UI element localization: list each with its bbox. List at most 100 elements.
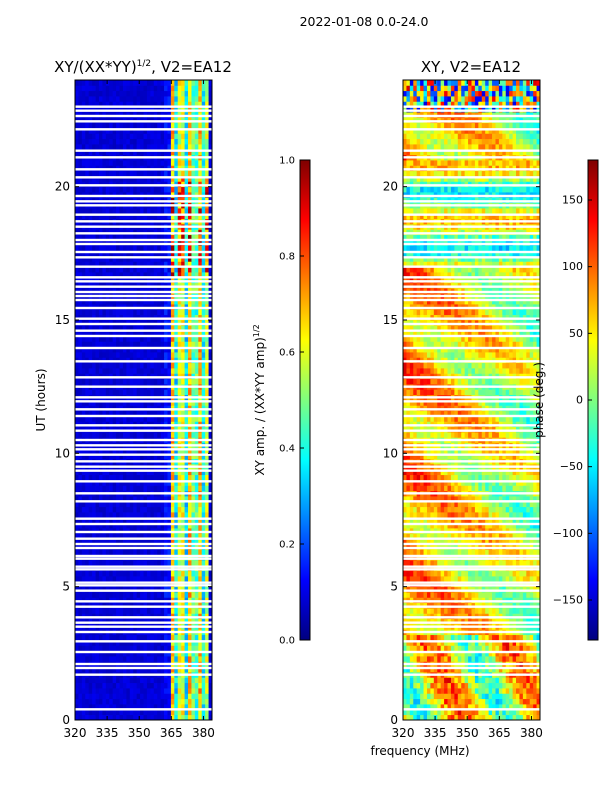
heatmap-cell bbox=[92, 506, 96, 513]
heatmap-cell bbox=[181, 453, 185, 460]
heatmap-cell bbox=[92, 250, 96, 257]
heatmap-cell bbox=[109, 144, 114, 150]
heatmap-cell bbox=[136, 432, 141, 438]
heatmap-cell bbox=[119, 608, 124, 614]
heatmap-cell bbox=[112, 506, 117, 513]
heatmap-cell bbox=[194, 85, 199, 92]
heatmap-cell bbox=[85, 506, 90, 513]
heatmap-cell bbox=[126, 650, 131, 657]
flagged-row bbox=[75, 605, 212, 608]
heatmap-cell bbox=[181, 133, 185, 140]
heatmap-cell bbox=[140, 634, 144, 641]
heatmap-cell bbox=[92, 298, 96, 305]
heatmap-cell bbox=[119, 677, 124, 684]
heatmap-cell bbox=[170, 325, 175, 332]
heatmap-cell bbox=[205, 645, 209, 652]
heatmap-cell bbox=[136, 138, 141, 145]
heatmap-cell bbox=[205, 570, 209, 577]
heatmap-cell bbox=[116, 245, 120, 252]
heatmap-cell bbox=[129, 170, 134, 177]
heatmap-cell bbox=[191, 389, 196, 396]
heatmap-cell bbox=[201, 656, 206, 662]
heatmap-cell bbox=[98, 677, 103, 684]
heatmap-cell bbox=[136, 213, 141, 220]
heatmap-cell bbox=[88, 677, 93, 684]
heatmap-cell bbox=[194, 469, 199, 476]
heatmap-cell bbox=[194, 346, 199, 353]
heatmap-cell bbox=[88, 325, 93, 332]
heatmap-cell bbox=[208, 432, 212, 438]
heatmap-cell bbox=[75, 656, 79, 662]
heatmap-cell bbox=[105, 496, 110, 502]
heatmap-cell bbox=[194, 709, 199, 716]
heatmap-cell bbox=[191, 496, 196, 502]
heatmap-cell bbox=[146, 245, 151, 252]
heatmap-cell bbox=[188, 160, 192, 166]
heatmap-cell bbox=[78, 506, 83, 513]
heatmap-cell bbox=[160, 261, 165, 268]
heatmap-cell bbox=[440, 709, 445, 716]
heatmap-cell bbox=[146, 645, 151, 652]
heatmap-cell bbox=[126, 640, 131, 646]
heatmap-cell bbox=[167, 410, 172, 417]
heatmap-cell bbox=[95, 400, 100, 406]
heatmap-cell bbox=[122, 512, 127, 518]
heatmap-cell bbox=[157, 640, 162, 646]
heatmap-cell bbox=[177, 208, 182, 214]
heatmap-cell bbox=[133, 122, 138, 129]
amplitude-colorbar-ticks: 0.00.20.40.60.81.0 bbox=[279, 156, 304, 647]
heatmap-cell bbox=[98, 272, 103, 278]
heatmap-cell bbox=[194, 474, 199, 481]
flagged-row bbox=[75, 408, 212, 411]
heatmap-cell bbox=[85, 522, 90, 529]
heatmap-cell bbox=[81, 362, 86, 369]
heatmap-cell bbox=[146, 506, 151, 513]
heatmap-cell bbox=[126, 474, 131, 481]
heatmap-cell bbox=[78, 432, 83, 438]
heatmap-cell bbox=[126, 533, 131, 540]
heatmap-cell bbox=[143, 378, 148, 385]
heatmap-cell bbox=[194, 336, 199, 342]
heatmap-cell bbox=[164, 144, 168, 150]
heatmap-cell bbox=[85, 272, 90, 278]
heatmap-cell bbox=[136, 496, 141, 502]
heatmap-cell bbox=[181, 608, 185, 614]
heatmap-cell bbox=[129, 666, 134, 673]
heatmap-cell bbox=[119, 714, 124, 720]
heatmap-cell bbox=[170, 560, 175, 566]
flagged-row bbox=[75, 546, 212, 550]
heatmap-cell bbox=[194, 213, 199, 220]
heatmap-cell bbox=[116, 714, 120, 720]
heatmap-cell bbox=[102, 85, 107, 92]
heatmap-cell bbox=[174, 309, 179, 316]
heatmap-cell bbox=[105, 677, 110, 684]
heatmap-cell bbox=[205, 352, 209, 358]
heatmap-cell bbox=[98, 656, 103, 662]
heatmap-cell bbox=[88, 608, 93, 614]
heatmap-cell bbox=[133, 80, 138, 86]
heatmap-cell bbox=[85, 336, 90, 342]
heatmap-cell bbox=[126, 480, 131, 486]
heatmap-cell bbox=[140, 714, 144, 720]
heatmap-cell bbox=[181, 416, 185, 422]
heatmap-cell bbox=[143, 448, 148, 454]
heatmap-cell bbox=[150, 714, 155, 720]
heatmap-cell bbox=[85, 234, 90, 241]
heatmap-cell bbox=[98, 448, 103, 454]
heatmap-cell bbox=[146, 378, 151, 385]
heatmap-cell bbox=[129, 309, 134, 316]
heatmap-cell bbox=[177, 496, 182, 502]
heatmap-cell bbox=[116, 138, 120, 145]
heatmap-cell bbox=[126, 512, 131, 518]
heatmap-cell bbox=[170, 213, 175, 220]
heatmap-cell bbox=[75, 480, 79, 486]
heatmap-cell bbox=[143, 469, 148, 476]
heatmap-cell bbox=[98, 138, 103, 145]
heatmap-cell bbox=[129, 549, 134, 556]
heatmap-cell bbox=[119, 149, 124, 156]
heatmap-cell bbox=[157, 160, 162, 166]
heatmap-cell bbox=[208, 368, 212, 374]
heatmap-cell bbox=[150, 592, 155, 598]
heatmap-cell bbox=[105, 272, 110, 278]
heatmap-cell bbox=[157, 698, 162, 705]
